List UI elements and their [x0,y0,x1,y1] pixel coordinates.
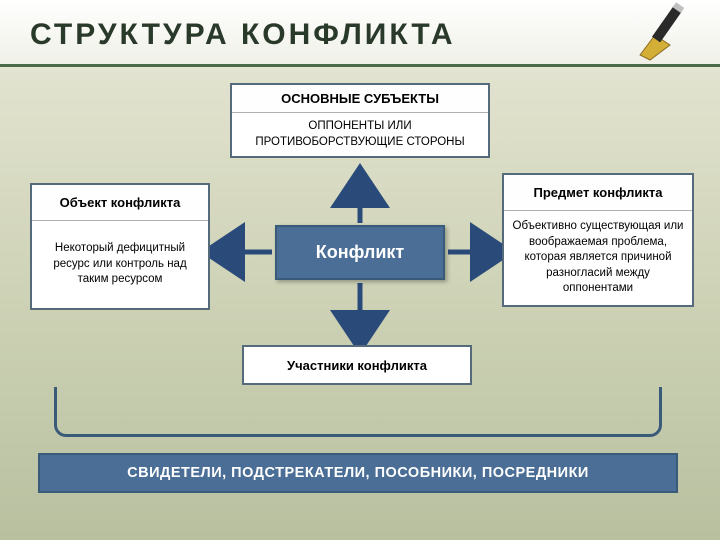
node-top-header: ОСНОВНЫЕ СУБЪЕКТЫ [232,85,488,113]
node-right-header: Предмет конфликта [504,175,692,211]
node-right-body: Объективно существующая или воображаемая… [504,211,692,305]
node-bottom-participants: Участники конфликта [242,345,472,385]
node-right-subject: Предмет конфликта Объективно существующа… [502,173,694,307]
node-left-object: Объект конфликта Некоторый дефицитный ре… [30,183,210,310]
node-left-header: Объект конфликта [32,185,208,221]
page-title: СТРУКТУРА КОНФЛИКТА [30,18,720,52]
bottom-banner: СВИДЕТЕЛИ, ПОДСТРЕКАТЕЛИ, ПОСОБНИКИ, ПОС… [38,453,678,493]
title-bar: СТРУКТУРА КОНФЛИКТА [0,0,720,67]
pen-icon [630,0,700,65]
node-center-conflict: Конфликт [275,225,445,280]
node-top-subjects: ОСНОВНЫЕ СУБЪЕКТЫ ОППОНЕНТЫ ИЛИ ПРОТИВОБ… [230,83,490,158]
bracket-connector [54,387,662,437]
node-left-body: Некоторый дефицитный ресурс или контроль… [32,221,208,308]
node-top-body: ОППОНЕНТЫ ИЛИ ПРОТИВОБОРСТВУЮЩИЕ СТОРОНЫ [232,113,488,156]
diagram-area: ОСНОВНЫЕ СУБЪЕКТЫ ОППОНЕНТЫ ИЛИ ПРОТИВОБ… [0,75,720,540]
node-center-label: Конфликт [316,242,404,263]
bottom-banner-label: СВИДЕТЕЛИ, ПОДСТРЕКАТЕЛИ, ПОСОБНИКИ, ПОС… [127,465,589,481]
node-bottom-label: Участники конфликта [287,358,427,373]
